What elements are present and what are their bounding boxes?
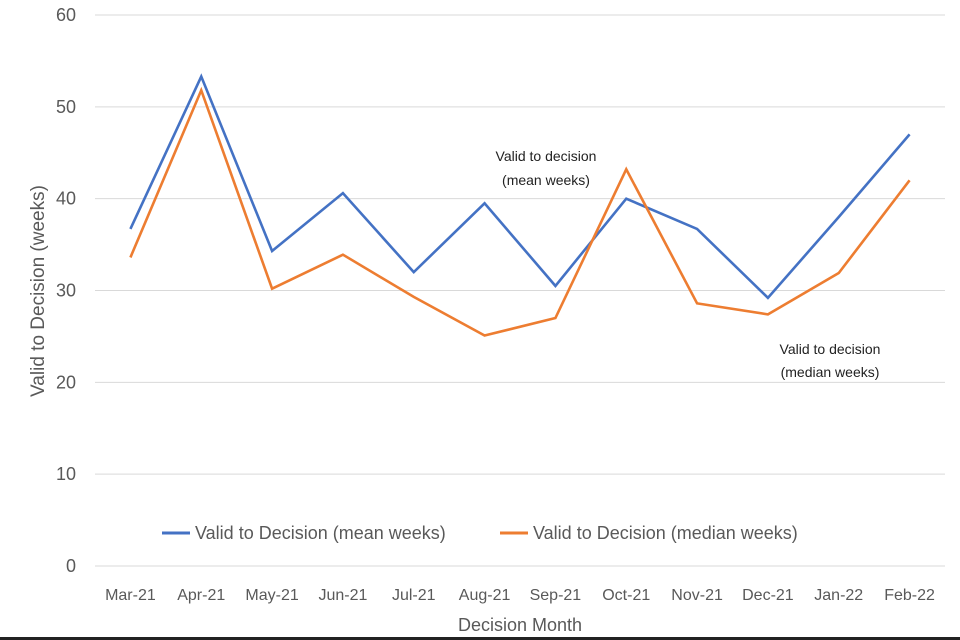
legend-label-mean: Valid to Decision (mean weeks)	[195, 523, 446, 543]
annotation-mean-line1: Valid to decision	[496, 148, 597, 164]
y-tick-label: 10	[56, 464, 76, 484]
y-tick-label: 0	[66, 556, 76, 576]
series-lines	[129, 73, 911, 337]
y-tick-label: 40	[56, 189, 76, 209]
bottom-border	[0, 637, 960, 640]
gridlines	[95, 14, 945, 567]
x-tick-label: Dec-21	[742, 587, 794, 604]
legend-label-median: Valid to Decision (median weeks)	[533, 523, 798, 543]
series-line-median	[129, 86, 911, 337]
y-tick-label: 50	[56, 97, 76, 117]
annotation-median-line2: (median weeks)	[781, 364, 880, 380]
x-tick-label: Nov-21	[671, 587, 723, 604]
y-tick-label: 60	[56, 5, 76, 25]
y-tick-label: 30	[56, 281, 76, 301]
y-axis-label: Valid to Decision (weeks)	[28, 185, 49, 397]
x-tick-label: Aug-21	[459, 587, 511, 604]
series-line-mean	[129, 73, 911, 300]
x-tick-label: Jan-22	[814, 587, 863, 604]
annotation-mean: Valid to decision (mean weeks)	[496, 148, 597, 188]
x-tick-label: Jun-21	[318, 587, 367, 604]
x-tick-label: Mar-21	[105, 587, 156, 604]
annotation-mean-line2: (mean weeks)	[502, 172, 590, 188]
x-axis-ticks: Mar-21 Apr-21 May-21 Jun-21 Jul-21 Aug-21 Sep-…	[105, 587, 935, 604]
annotation-median: Valid to decision (median weeks)	[780, 341, 881, 380]
y-tick-label: 20	[56, 372, 76, 392]
x-tick-label: Feb-22	[884, 587, 935, 604]
x-tick-label: Oct-21	[602, 587, 650, 604]
annotation-median-line1: Valid to decision	[780, 341, 881, 357]
legend: Valid to Decision (mean weeks) Valid to …	[162, 523, 798, 543]
x-tick-label: May-21	[245, 587, 298, 604]
x-tick-label: Apr-21	[177, 587, 225, 604]
x-tick-label: Jul-21	[392, 587, 436, 604]
y-axis-ticks: 0 10 20 30 40 50 60	[56, 5, 76, 576]
x-tick-label: Sep-21	[530, 587, 582, 604]
x-axis-label: Decision Month	[458, 615, 582, 635]
